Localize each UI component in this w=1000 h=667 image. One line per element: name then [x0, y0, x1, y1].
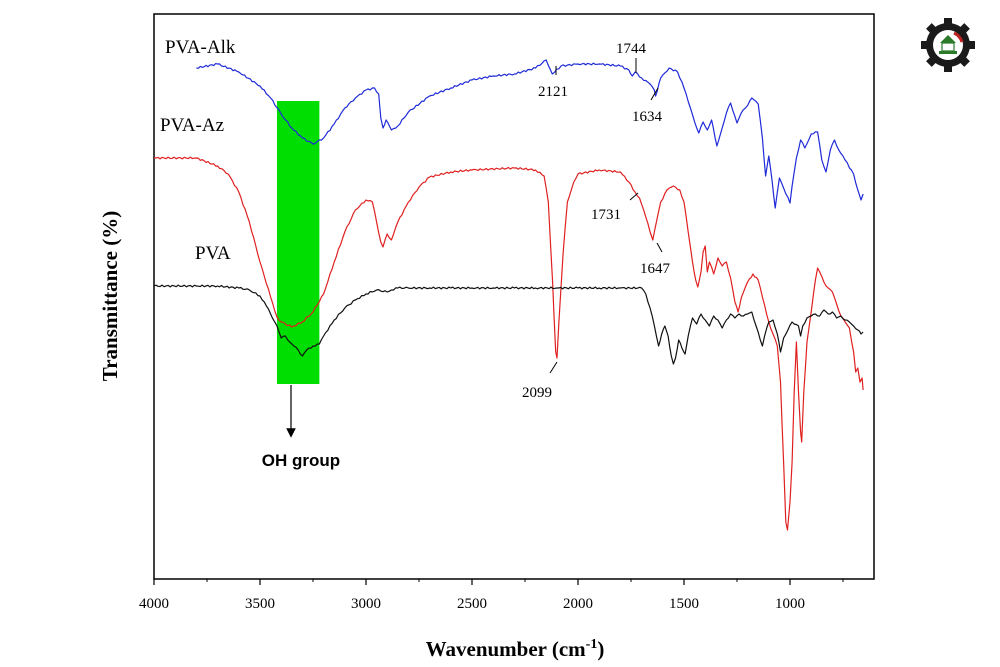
series-line-pva [153, 284, 864, 365]
oh-highlight-band [276, 101, 320, 384]
series-line-pva-alk [196, 59, 864, 209]
series-label-pva: PVA [195, 243, 231, 264]
x-tick-label: 2000 [563, 596, 593, 612]
x-tick-label: 3000 [351, 596, 381, 612]
university-emblem [921, 18, 975, 72]
peak-1634-leader [650, 87, 659, 101]
peak-2099-label: 2099 [522, 385, 552, 401]
peak-1731-leader [629, 192, 639, 201]
x-tick-label: 3500 [245, 596, 275, 612]
y-axis-title: Transmittance (%) [98, 211, 122, 382]
series-layer [153, 59, 864, 531]
plot-frame [153, 13, 875, 580]
x-tick-label: 4000 [139, 596, 169, 612]
x-tick-label: 1000 [775, 596, 805, 612]
x-axis-title-main: Wavenumber (cm [426, 637, 587, 661]
peak-1744-label: 1744 [616, 41, 647, 57]
peak-1731-label: 1731 [591, 207, 621, 223]
series-label-pva-alk: PVA-Alk [165, 37, 236, 58]
peak-1634-label: 1634 [632, 109, 663, 125]
series-line-pva-az [153, 156, 864, 531]
oh-group-label: OH group [262, 451, 340, 470]
series-label-pva-az: PVA-Az [160, 115, 224, 136]
x-axis-title-close: ) [597, 637, 604, 661]
x-axis-title: Wavenumber (cm-1) [426, 637, 605, 661]
peak-2121-label: 2121 [538, 84, 568, 100]
peak-1647-leader [656, 242, 663, 253]
x-tick-label: 1500 [669, 596, 699, 612]
peak-1647-label: 1647 [640, 261, 671, 277]
x-axis-ticks: 4000 3500 3000 2500 2000 1500 1000 [139, 579, 844, 612]
x-tick-label: 2500 [457, 596, 487, 612]
peak-2099-leader [549, 361, 558, 374]
x-axis-title-sup: -1 [586, 637, 598, 652]
